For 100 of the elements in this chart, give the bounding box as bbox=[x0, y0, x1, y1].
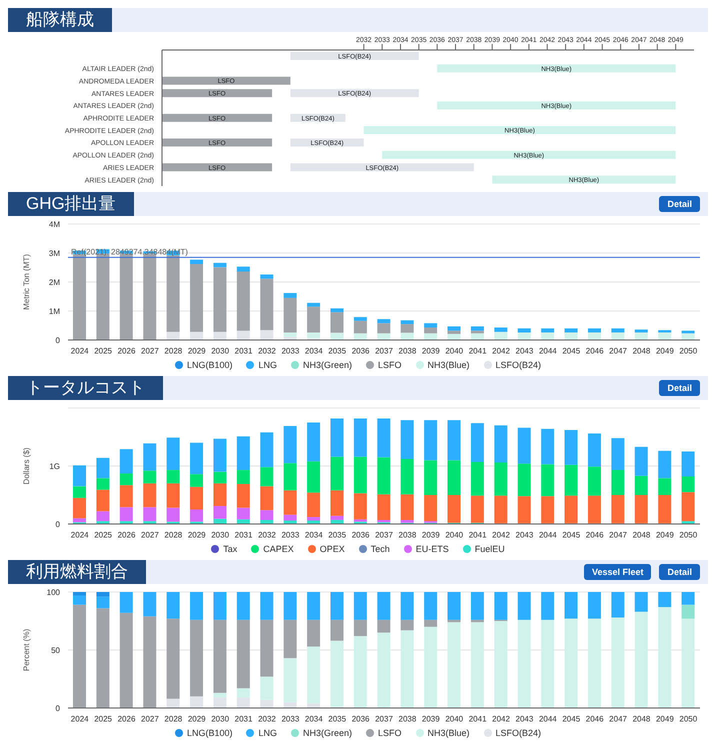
x-tick-label: 2032 bbox=[258, 714, 276, 724]
chart-title: GHG排出量 bbox=[8, 192, 134, 216]
y-tick-label: 4M bbox=[48, 220, 60, 229]
y-tick-label: 2M bbox=[48, 278, 60, 287]
x-tick-label: 2036 bbox=[352, 346, 370, 356]
x-tick-label: 2029 bbox=[188, 346, 206, 356]
x-tick-label: 2042 bbox=[492, 530, 510, 540]
y-axis-title: Percent (%) bbox=[22, 628, 31, 672]
x-tick-label: 2050 bbox=[679, 346, 698, 356]
x-tick-label: 2025 bbox=[94, 530, 113, 540]
x-tick-label: 2024 bbox=[70, 530, 90, 540]
legend-label: NH3(Green) bbox=[302, 727, 352, 740]
y-tick-label: 1M bbox=[48, 306, 60, 316]
legend-label: Tech bbox=[370, 543, 390, 556]
x-tick-label: 2039 bbox=[422, 346, 440, 356]
legend-label: LSFO(B24) bbox=[494, 727, 542, 740]
x-tick-label: 2049 bbox=[656, 530, 674, 540]
y-tick-label: 1G bbox=[49, 462, 60, 471]
x-tick-label: 2046 bbox=[586, 346, 604, 356]
y-tick-label: 0 bbox=[56, 336, 61, 345]
chart-title: 船隊構成 bbox=[8, 8, 112, 32]
y-axis-title: Dollars ($) bbox=[22, 447, 31, 484]
legend-label: LNG(B100) bbox=[186, 727, 232, 740]
x-tick-label: 2039 bbox=[422, 714, 440, 724]
legend-label: LNG bbox=[257, 359, 277, 372]
x-tick-label: 2032 bbox=[258, 346, 276, 356]
x-tick-label: 2038 bbox=[398, 530, 417, 540]
y-tick-label: 0 bbox=[56, 520, 61, 529]
x-tick-label: 2041 bbox=[468, 530, 488, 540]
y-tick-label: 3M bbox=[48, 248, 60, 258]
x-tick-label: 2043 bbox=[516, 346, 534, 356]
x-tick-label: 2047 bbox=[609, 714, 628, 724]
y-tick-label: 100 bbox=[46, 588, 61, 597]
x-tick-label: 2033 bbox=[281, 714, 300, 724]
y-tick-label: 0 bbox=[56, 704, 61, 713]
x-tick-label: 2048 bbox=[632, 346, 651, 356]
x-tick-label: 2031 bbox=[234, 346, 254, 356]
x-tick-label: 2028 bbox=[164, 714, 183, 724]
legend-label: LSFO bbox=[377, 359, 402, 372]
legend-label: FuelEU bbox=[474, 543, 505, 556]
x-tick-label: 2050 bbox=[679, 714, 698, 724]
legend-label: Tax bbox=[222, 543, 238, 556]
x-tick-label: 2029 bbox=[188, 530, 206, 540]
x-tick-label: 2034 bbox=[304, 714, 324, 724]
x-tick-label: 2033 bbox=[281, 530, 300, 540]
x-tick-label: 2029 bbox=[188, 714, 206, 724]
text: Detail bbox=[659, 196, 700, 212]
x-tick-label: 2046 bbox=[586, 530, 604, 540]
x-tick-label: 2043 bbox=[516, 530, 534, 540]
x-tick-label: 2027 bbox=[141, 530, 160, 540]
x-tick-label: 2033 bbox=[281, 346, 300, 356]
x-tick-label: 2045 bbox=[562, 346, 581, 356]
x-tick-label: 2026 bbox=[118, 346, 136, 356]
x-tick-label: 2045 bbox=[562, 714, 581, 724]
x-tick-label: 2046 bbox=[586, 714, 604, 724]
x-tick-label: 2035 bbox=[328, 346, 347, 356]
x-tick-label: 2038 bbox=[398, 346, 417, 356]
x-tick-label: 2048 bbox=[632, 714, 651, 724]
x-tick-label: 2044 bbox=[538, 530, 558, 540]
x-tick-label: 2050 bbox=[679, 530, 698, 540]
legend-label: NH3(Blue) bbox=[426, 727, 470, 740]
x-tick-label: 2025 bbox=[94, 714, 113, 724]
x-tick-label: 2045 bbox=[562, 530, 581, 540]
x-tick-label: 2039 bbox=[422, 530, 440, 540]
x-tick-label: 2042 bbox=[492, 346, 510, 356]
x-tick-label: 2048 bbox=[632, 530, 651, 540]
x-tick-label: 2044 bbox=[538, 346, 558, 356]
x-tick-label: 2038 bbox=[398, 714, 417, 724]
x-tick-label: 2037 bbox=[375, 530, 394, 540]
legend-label: NH3(Blue) bbox=[426, 359, 470, 372]
x-tick-label: 2044 bbox=[538, 714, 558, 724]
x-tick-label: 2035 bbox=[328, 714, 347, 724]
x-tick-label: 2027 bbox=[141, 346, 160, 356]
text: Vessel Fleet bbox=[584, 564, 652, 580]
x-tick-label: 2036 bbox=[352, 714, 370, 724]
chart-title: トータルコスト bbox=[8, 376, 163, 400]
x-tick-label: 2034 bbox=[304, 530, 324, 540]
legend-label: LSFO bbox=[377, 727, 402, 740]
x-tick-label: 2049 bbox=[656, 346, 674, 356]
x-tick-label: 2041 bbox=[468, 346, 488, 356]
x-tick-label: 2040 bbox=[445, 530, 464, 540]
legend-label: CAPEX bbox=[262, 543, 294, 556]
x-tick-label: 2047 bbox=[609, 530, 628, 540]
x-tick-label: 2031 bbox=[234, 714, 254, 724]
text: Detail bbox=[659, 564, 700, 580]
chart-title: 利用燃料割合 bbox=[8, 560, 146, 584]
legend-label: NH3(Green) bbox=[302, 359, 352, 372]
x-tick-label: 2035 bbox=[328, 530, 347, 540]
legend-label: LNG bbox=[257, 727, 277, 740]
x-tick-label: 2026 bbox=[118, 714, 136, 724]
x-tick-label: 2032 bbox=[258, 530, 276, 540]
y-axis-title: Metric Ton (MT) bbox=[22, 254, 31, 310]
x-tick-label: 2030 bbox=[211, 346, 230, 356]
x-tick-label: 2030 bbox=[211, 714, 230, 724]
x-tick-label: 2024 bbox=[70, 714, 90, 724]
x-tick-label: 2027 bbox=[141, 714, 160, 724]
x-tick-label: 2037 bbox=[375, 714, 394, 724]
x-tick-label: 2024 bbox=[70, 346, 90, 356]
x-tick-label: 2026 bbox=[118, 530, 136, 540]
legend-label: OPEX bbox=[318, 543, 345, 556]
